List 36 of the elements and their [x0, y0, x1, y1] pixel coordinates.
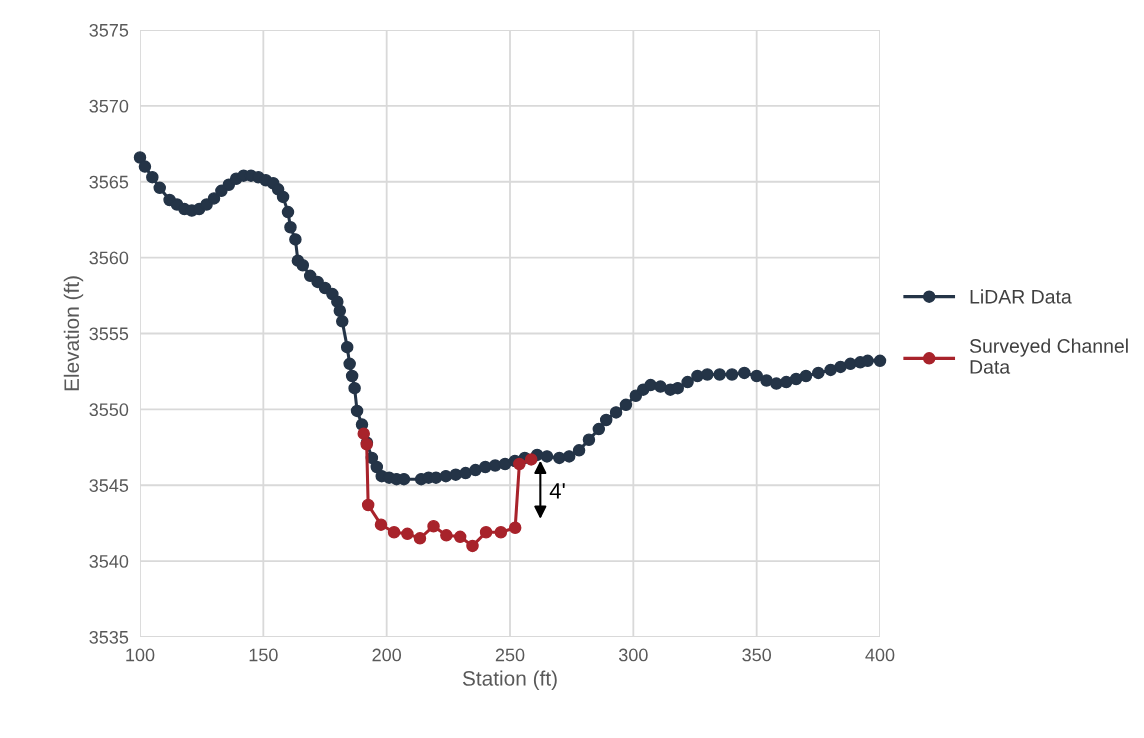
y-tick-label: 3575 [89, 23, 129, 37]
x-tick-label: 300 [618, 648, 648, 662]
y-tick-label: 3570 [89, 99, 129, 113]
y-tick-label: 3560 [89, 251, 129, 265]
legend-label: LiDAR Data [970, 289, 1072, 304]
point [524, 453, 538, 466]
legend-label: Surveyed Channel Data [969, 338, 1128, 374]
point [513, 457, 526, 471]
y-tick-label: 3565 [89, 175, 129, 189]
x-tick-label: 100 [126, 648, 155, 662]
x-tick-label: 250 [495, 648, 525, 662]
point [413, 532, 427, 545]
x-tick-label: 200 [372, 648, 402, 662]
point [361, 498, 375, 512]
y-tick-label: 3550 [89, 403, 129, 417]
point [494, 526, 508, 539]
y-axis-title: Elevation (ft) [63, 276, 84, 391]
y-tick-label: 3545 [89, 479, 129, 492]
point [508, 521, 522, 534]
point [427, 519, 440, 533]
y-tick-label: 3535 [89, 630, 129, 644]
y-tick-label: 3555 [89, 327, 129, 341]
x-tick-label: 400 [865, 648, 895, 662]
point [466, 539, 479, 553]
point [401, 527, 414, 541]
point [440, 529, 453, 542]
y-tick-label: 3540 [89, 555, 129, 568]
point [374, 518, 388, 531]
point [387, 526, 401, 539]
x-tick-label: 350 [742, 648, 772, 662]
point [453, 530, 467, 544]
x-axis-title: Station (ft) [462, 670, 557, 690]
annotation: 4' [549, 483, 565, 499]
point [479, 526, 493, 539]
point [357, 427, 370, 440]
x-tick-label: 150 [249, 648, 278, 662]
